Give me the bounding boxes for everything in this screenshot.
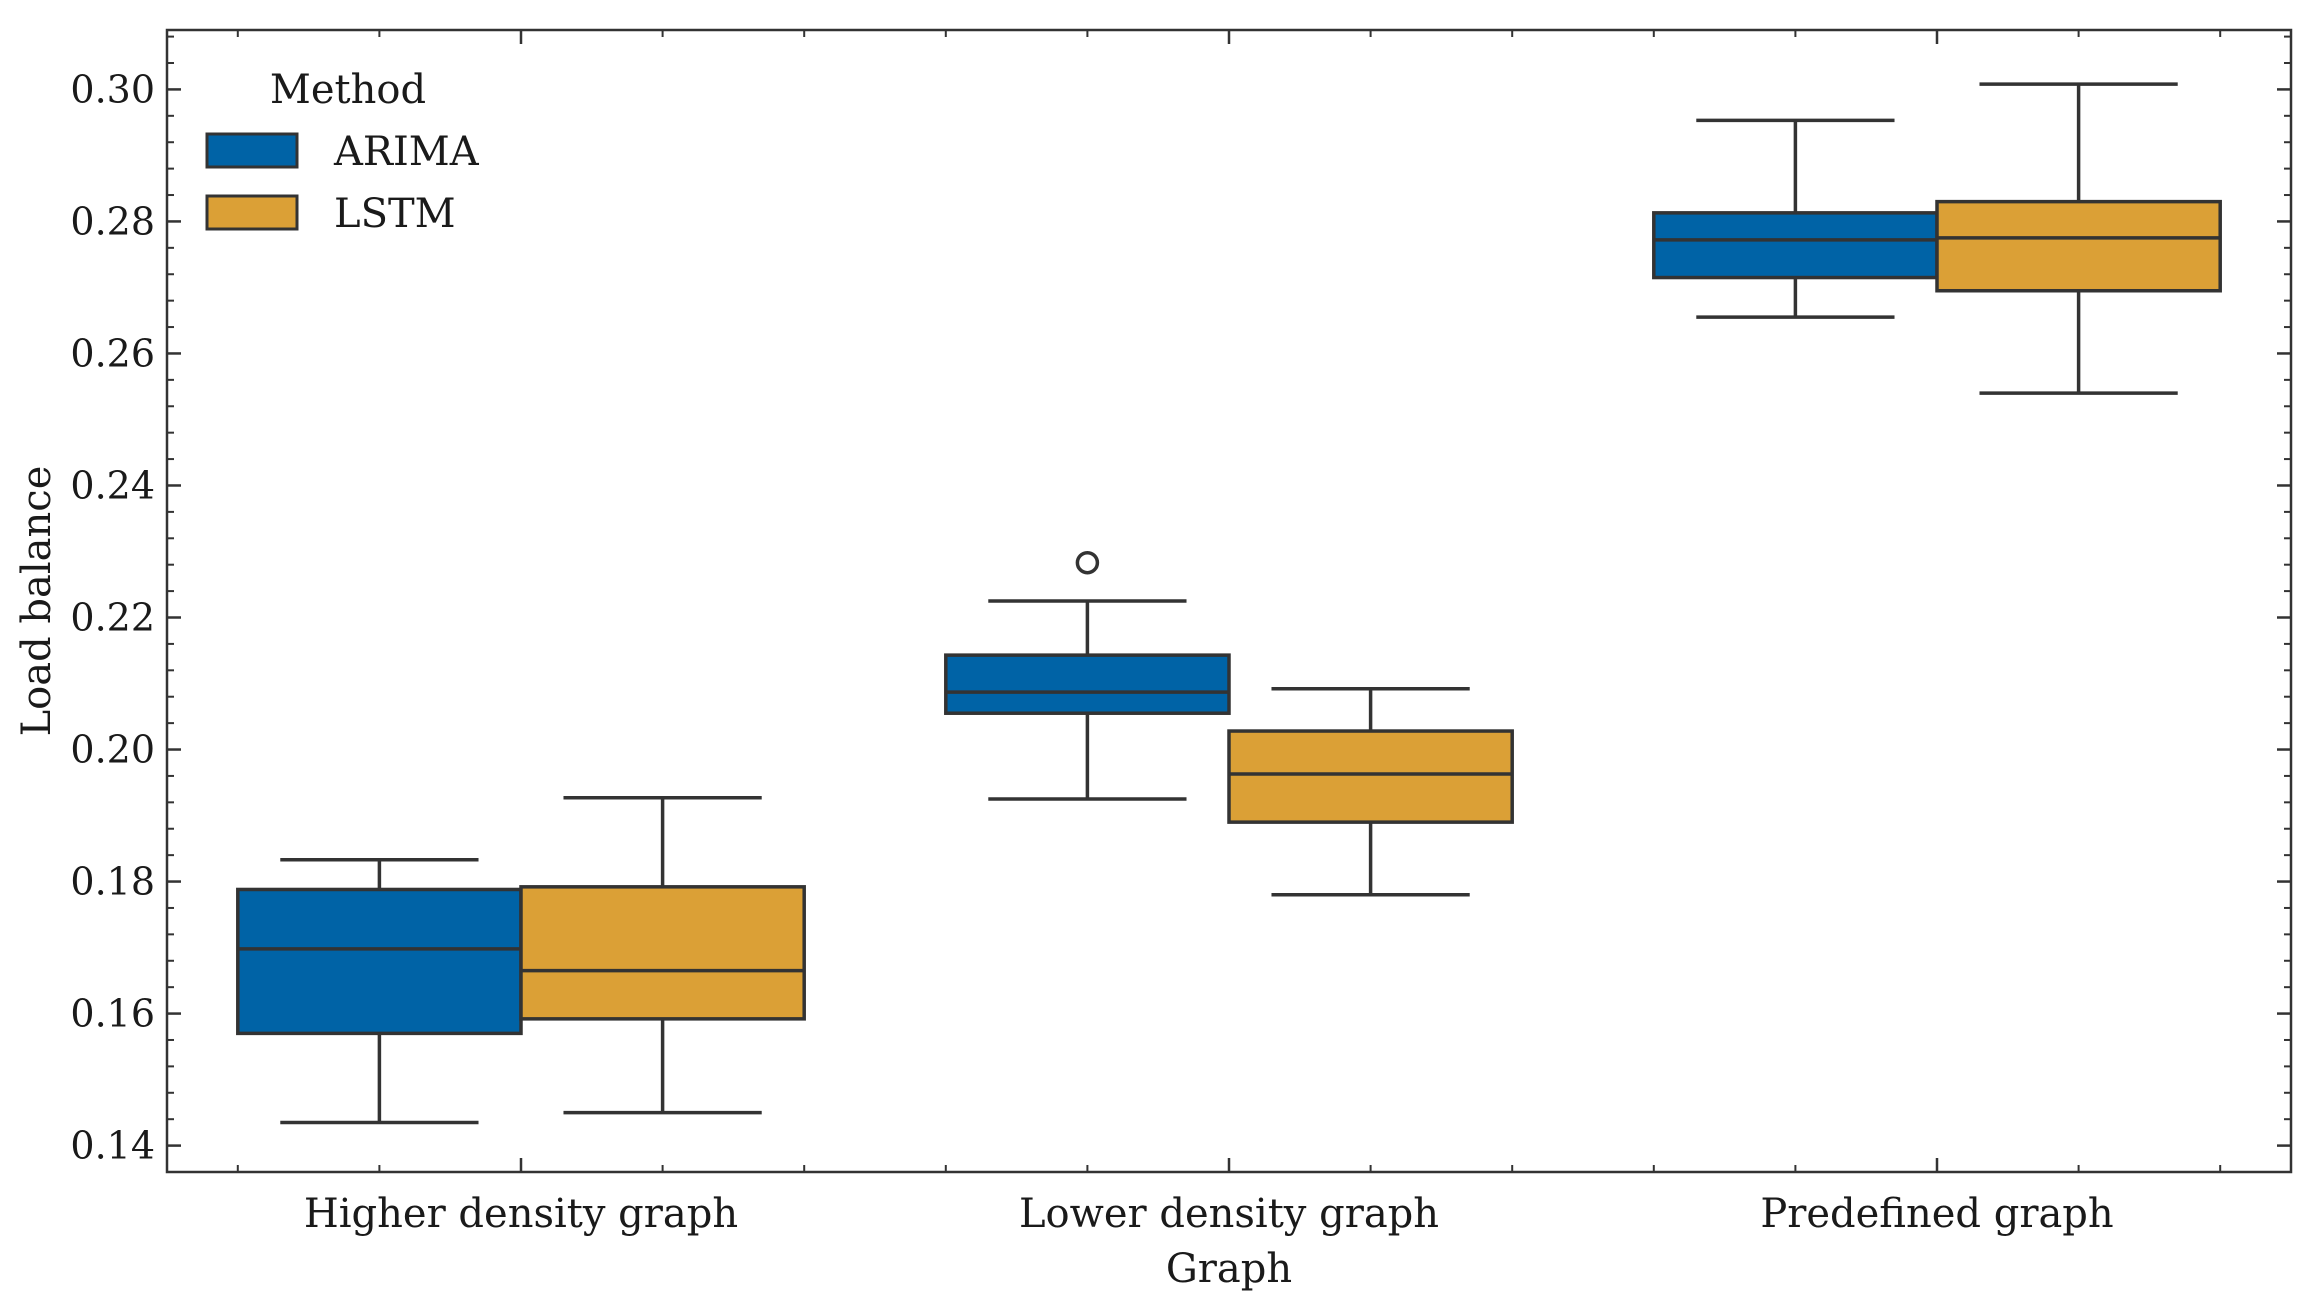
box-arima-2 [1652, 118, 1939, 319]
x-category-label: Lower density graph [1019, 1191, 1439, 1237]
y-tick-label: 0.22 [70, 596, 155, 640]
iqr-box [944, 653, 1231, 715]
x-category-labels: Higher density graph Lower density graph P… [304, 1191, 2114, 1237]
major-ticks [167, 30, 2291, 1172]
box-group [236, 82, 2222, 1125]
iqr-box [1227, 729, 1514, 824]
x-axis-title: Graph [1166, 1246, 1292, 1292]
y-axis-title: Load balance [14, 466, 60, 737]
legend-title: Method [270, 67, 426, 113]
box-arima-0 [236, 858, 523, 1125]
y-tick-label: 0.24 [70, 463, 155, 507]
iqr-box [519, 885, 806, 1021]
box-lstm-0 [519, 795, 806, 1115]
y-tick-labels: 0.14 0.16 0.18 0.20 0.22 0.24 0.26 0.28 0.30 [70, 67, 155, 1167]
box-lstm-1 [1227, 687, 1514, 897]
box-arima-1 [944, 550, 1231, 801]
y-tick-label: 0.28 [70, 199, 155, 243]
box-lstm-2 [1935, 82, 2222, 395]
plot-area-frame [165, 28, 2293, 1174]
legend-label-arima: ARIMA [333, 129, 480, 175]
y-tick-label: 0.20 [70, 728, 155, 772]
x-category-label: Predefined graph [1760, 1191, 2113, 1237]
legend-swatch-arima [205, 132, 299, 169]
outlier-point [1075, 550, 1100, 575]
y-tick-label: 0.14 [70, 1124, 155, 1168]
legend-swatch-lstm [205, 194, 299, 231]
y-tick-label: 0.18 [70, 860, 155, 904]
legend: Method ARIMA LSTM [205, 67, 480, 237]
legend-label-lstm: LSTM [334, 191, 456, 237]
y-tick-label: 0.30 [70, 67, 155, 111]
iqr-box [1935, 199, 2222, 293]
y-tick-label: 0.26 [70, 331, 155, 375]
iqr-box [236, 887, 523, 1036]
iqr-box [1652, 211, 1939, 280]
x-category-label: Higher density graph [304, 1191, 738, 1237]
y-tick-label: 0.16 [70, 992, 155, 1036]
